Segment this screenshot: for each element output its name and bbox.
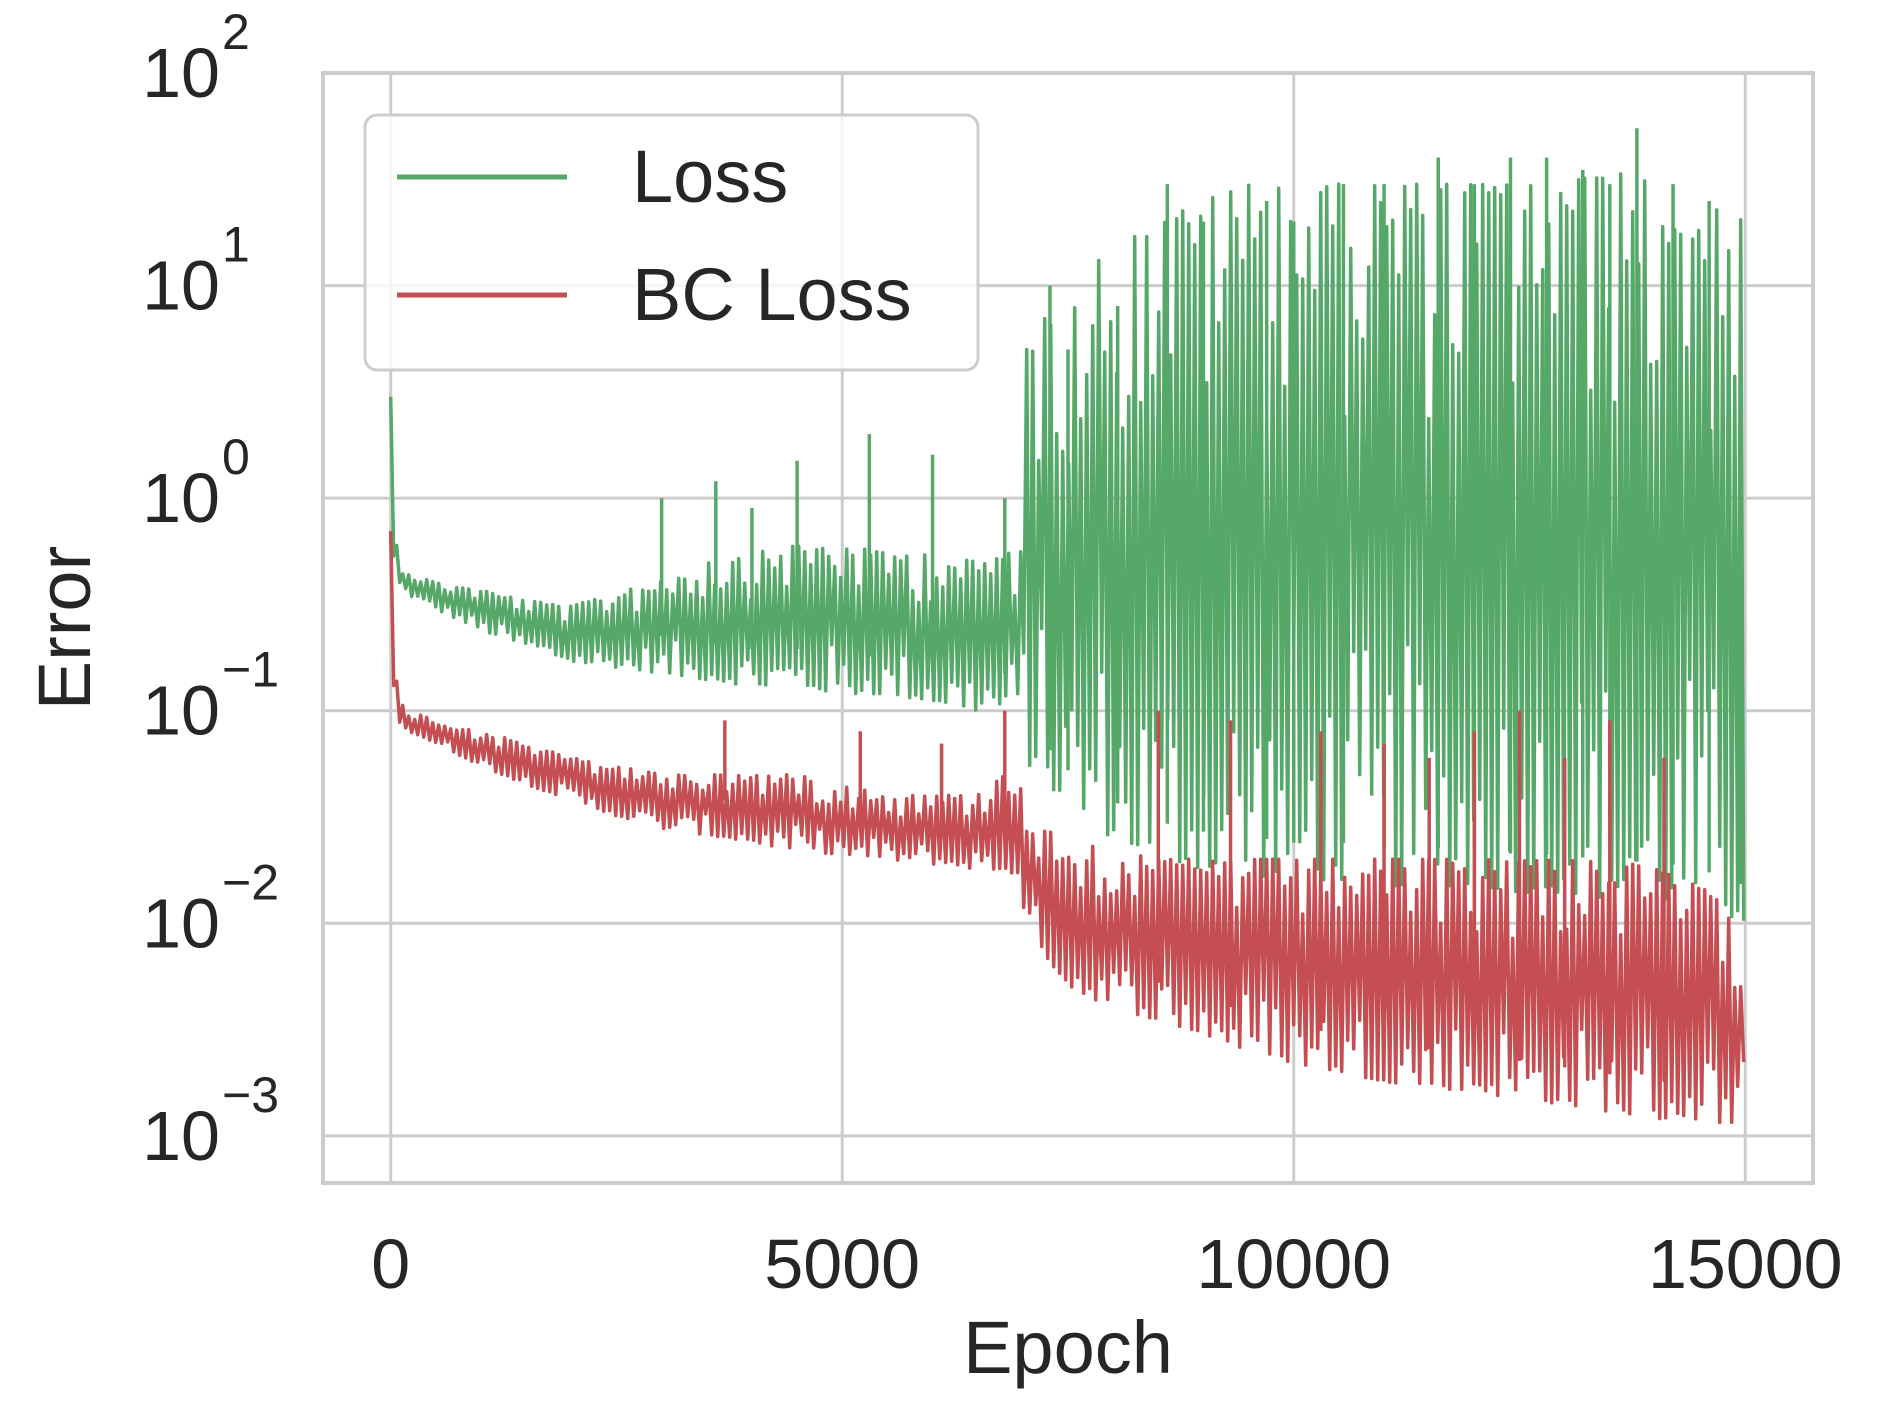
y-tick-label: 10 [142,459,220,537]
y-tick-label: 10 [142,672,220,750]
x-tick-label: 10000 [1196,1225,1391,1303]
y-tick-exponent: −1 [222,642,279,698]
x-axis-label: Epoch [963,1306,1173,1389]
y-tick-label: 10 [142,884,220,962]
x-tick-label: 0 [371,1225,410,1303]
plot-series [388,128,1746,1125]
x-tick-labels: 0 5000 10000 15000 [371,1225,1842,1303]
legend-label: BC Loss [632,253,912,336]
y-axis-label: Error [23,546,106,710]
y-tick-exponent: −3 [222,1067,279,1123]
y-tick-label: 10 [142,34,220,112]
y-tick-exponent: 1 [222,217,250,273]
y-tick-exponent: 0 [222,429,250,485]
plot-frame [321,71,1815,1185]
legend: Loss BC Loss [363,113,980,372]
y-tick-label: 10 [142,247,220,325]
legend-label: Loss [632,135,788,218]
x-tick-label: 15000 [1648,1225,1843,1303]
x-tick-label: 5000 [764,1225,920,1303]
y-tick-label: 10 [142,1097,220,1175]
y-tick-exponent: 2 [222,4,250,60]
y-tick-exponent: −2 [222,854,279,910]
